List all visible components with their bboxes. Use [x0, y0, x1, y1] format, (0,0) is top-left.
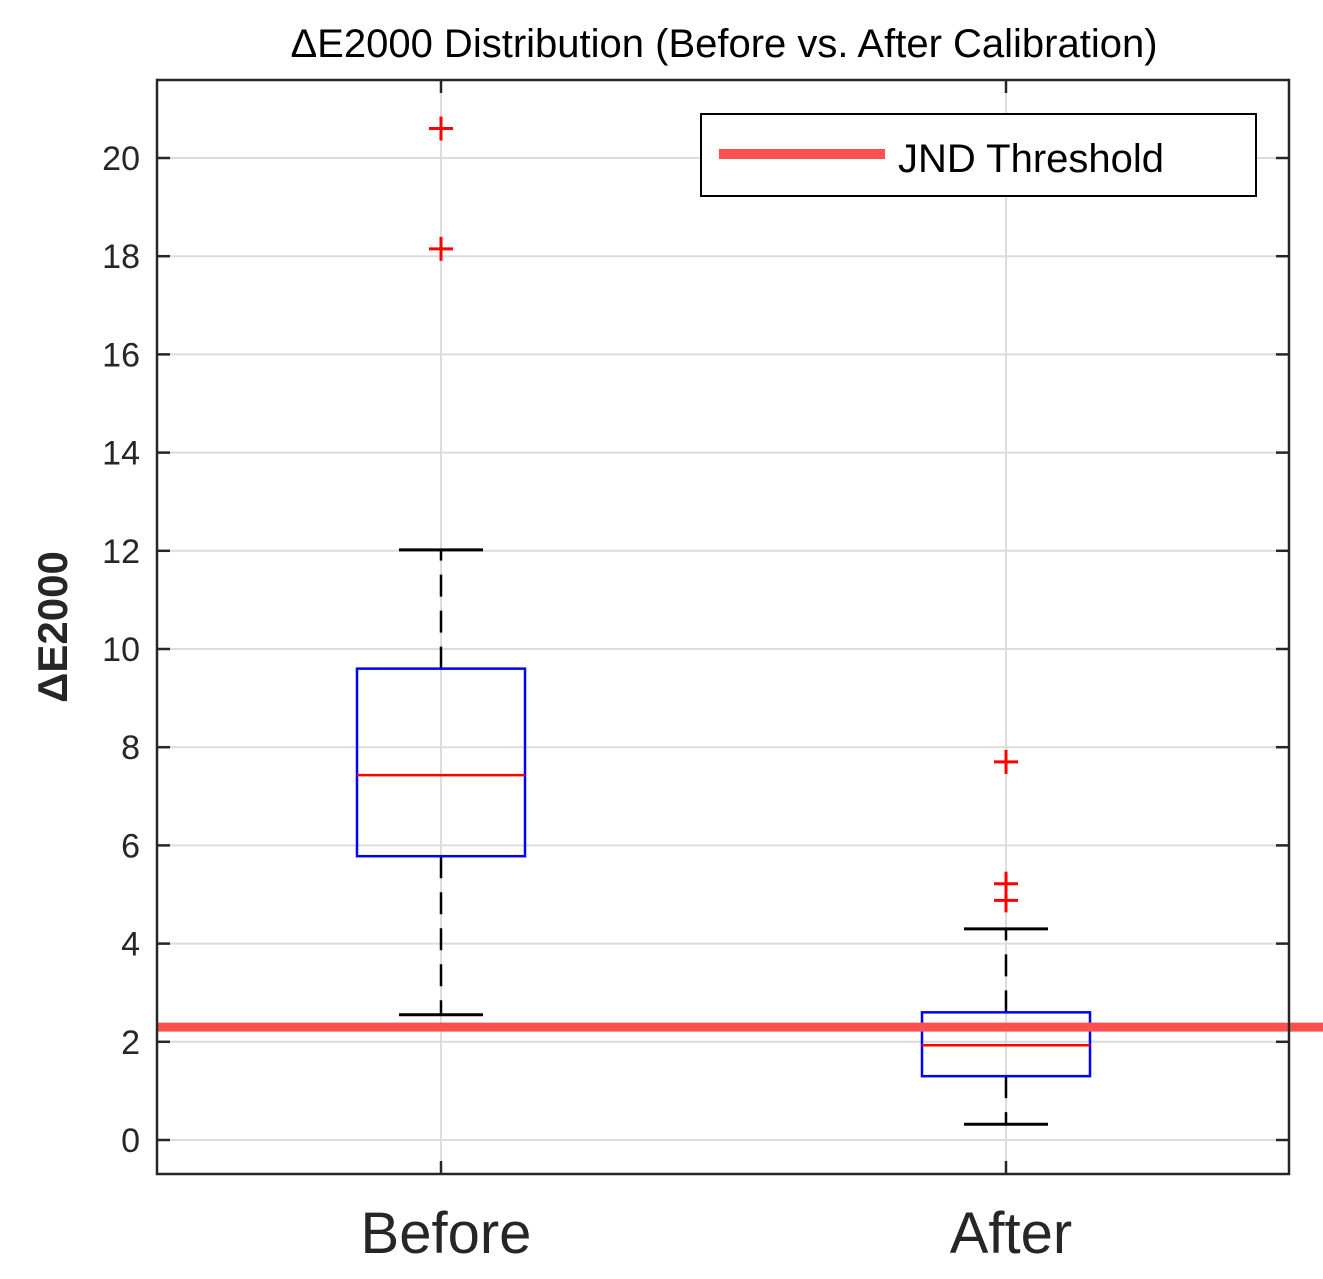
- outlier-marker: [994, 749, 1018, 774]
- legend-label-jnd: JND Threshold: [898, 137, 1164, 181]
- ticks-layer: 0 2 4 6 8 10 12 14 16 18 20 Before After: [102, 80, 1289, 1266]
- outlier-marker: [429, 236, 453, 261]
- box-group-before: [355, 116, 527, 1017]
- chart-title: ΔE2000 Distribution (Before vs. After Ca…: [290, 22, 1157, 66]
- y-tick-label: 20: [102, 140, 140, 178]
- legend: JND Threshold: [700, 113, 1257, 197]
- y-tick-label: 12: [102, 533, 140, 571]
- y-tick-label: 6: [121, 827, 140, 865]
- y-tick-label: 18: [102, 238, 140, 276]
- y-tick-label: 14: [102, 435, 140, 473]
- box-group-after: [920, 749, 1092, 1126]
- axes-frame: [155, 78, 1291, 1176]
- outlier-marker: [429, 116, 453, 141]
- y-tick-label: 0: [121, 1122, 140, 1160]
- y-axis-label: ΔE2000: [29, 551, 76, 703]
- grid-lines: [157, 80, 1289, 1174]
- y-tick-label: 10: [102, 631, 140, 669]
- x-category-label-before: Before: [361, 1201, 532, 1266]
- y-tick-label: 4: [121, 926, 140, 964]
- outlier-marker: [994, 871, 1018, 896]
- x-category-label-after: After: [950, 1201, 1073, 1266]
- y-tick-label: 8: [121, 729, 140, 767]
- y-tick-label: 2: [121, 1024, 140, 1062]
- boxes-layer: [355, 116, 1092, 1126]
- box-iqr: [355, 667, 527, 858]
- y-tick-label: 16: [102, 336, 140, 374]
